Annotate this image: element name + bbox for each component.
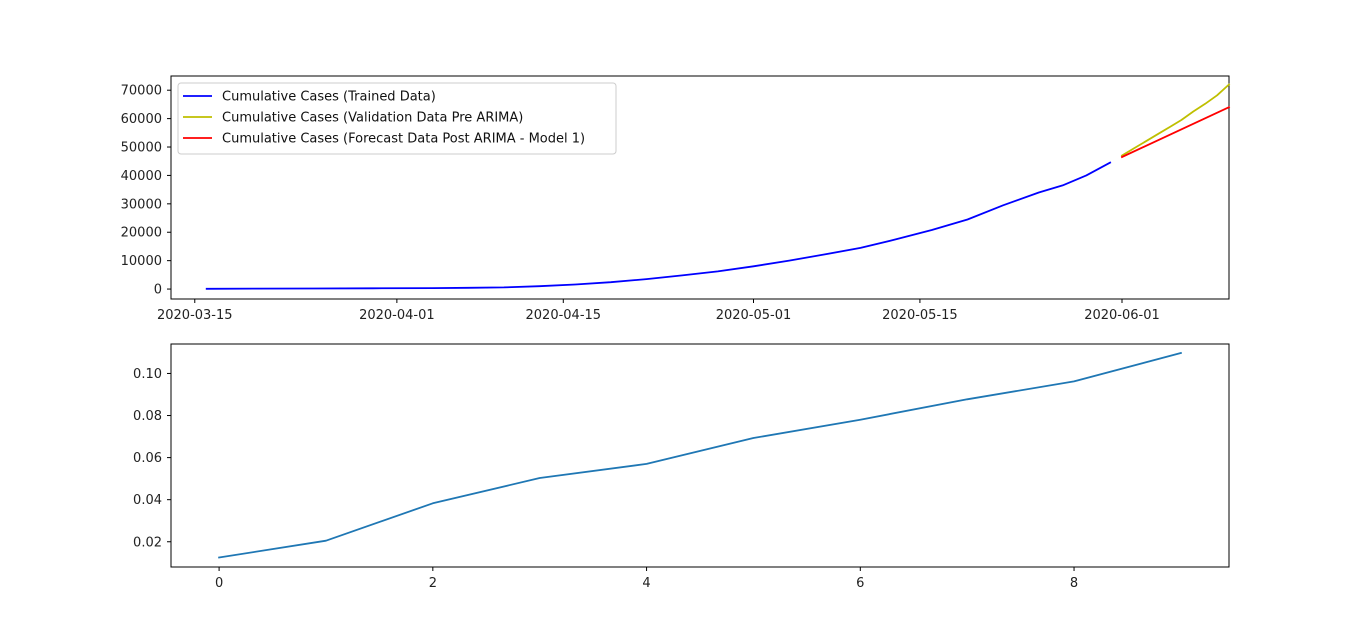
x-tick-label: 4 [642, 576, 650, 591]
axes-frame [170, 343, 1230, 568]
y-tick-label: 30000 [121, 197, 162, 212]
y-tick-label: 0.06 [133, 451, 162, 466]
y-tick-label: 60000 [121, 112, 162, 127]
y-tick-label: 0.08 [133, 409, 162, 424]
series-line-1 [218, 351, 1183, 559]
x-tick-label: 2020-04-15 [526, 308, 602, 323]
y-tick-label: 50000 [121, 141, 162, 156]
y-tick-label: 10000 [121, 254, 162, 269]
legend-box [177, 82, 617, 155]
axes-frame [170, 75, 1230, 300]
y-tick-label: 20000 [121, 226, 162, 241]
series-line-1 [205, 161, 1112, 290]
series-line-2 [1120, 83, 1231, 157]
error-line-chart: 0 2 4 6 8 0.02 0.04 0.06 0.08 0.10 [133, 343, 1230, 591]
x-tick-label: 2020-05-15 [882, 308, 958, 323]
cumulative-cases-chart: 2020-03-15 2020-04-01 2020-04-15 2020-05-01… [121, 75, 1231, 323]
legend: Cumulative Cases (Trained Data) Cumulativ… [177, 82, 617, 155]
y-tick-label: 70000 [121, 84, 162, 99]
x-tick-label: 2020-03-15 [157, 308, 233, 323]
legend-label: Cumulative Cases (Trained Data) [222, 90, 436, 105]
y-tick-label: 0.10 [133, 367, 162, 382]
x-tick-label: 6 [856, 576, 864, 591]
x-tick-label: 2020-06-01 [1084, 308, 1160, 323]
x-tick-label: 2020-04-01 [359, 308, 435, 323]
y-tick-label: 0.04 [133, 493, 162, 508]
x-tick-label: 2020-05-01 [716, 308, 792, 323]
legend-label: Cumulative Cases (Validation Data Pre AR… [222, 111, 523, 126]
y-tick-label: 0.02 [133, 535, 162, 550]
x-tick-label: 0 [215, 576, 223, 591]
y-tick-label: 40000 [121, 169, 162, 184]
x-tick-label: 2 [429, 576, 437, 591]
y-tick-label: 0 [154, 283, 162, 298]
x-tick-label: 8 [1070, 576, 1078, 591]
legend-label: Cumulative Cases (Forecast Data Post ARI… [222, 132, 585, 147]
series-line-3 [1120, 106, 1231, 159]
